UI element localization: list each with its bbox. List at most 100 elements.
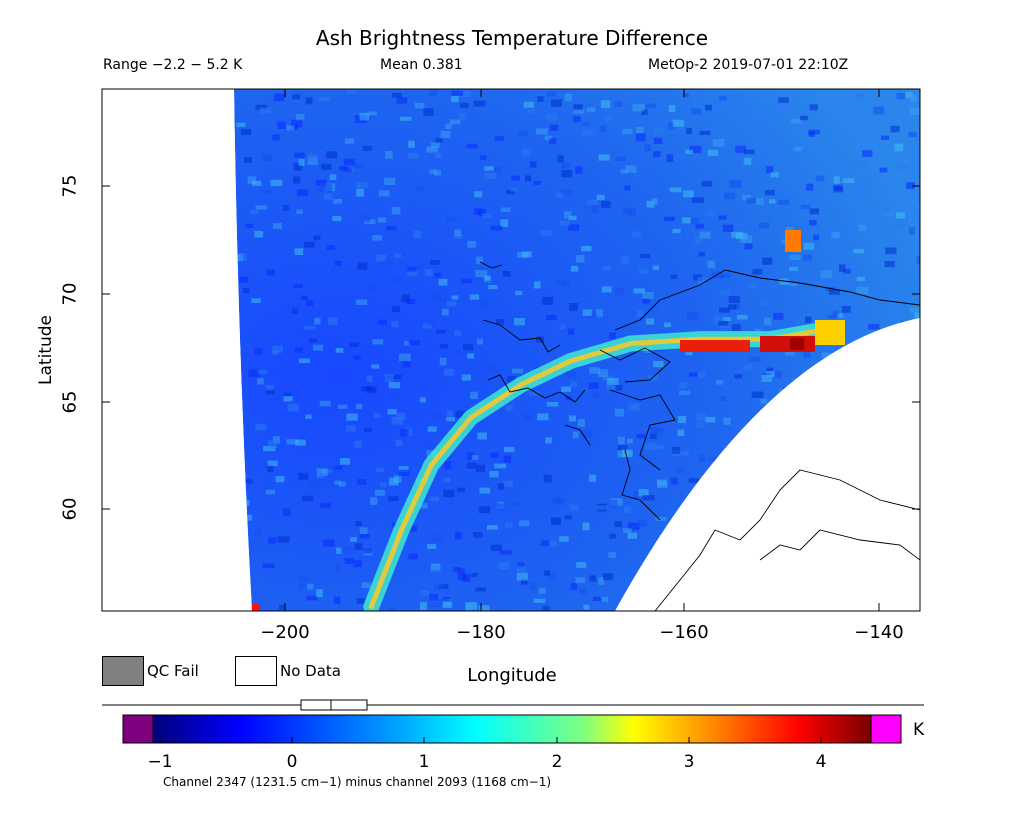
swath-pixel — [392, 92, 402, 98]
swath-pixel — [359, 112, 370, 121]
swath-pixel — [766, 367, 774, 373]
swath-pixel — [647, 375, 659, 381]
swath-pixel — [272, 436, 280, 444]
swath-pixel — [589, 575, 596, 582]
swath-pixel — [400, 428, 409, 437]
swath-pixel — [762, 257, 773, 265]
swath-pixel — [305, 97, 313, 105]
swath-pixel — [337, 404, 348, 409]
swath-pixel — [521, 251, 532, 258]
swath-pixel — [636, 126, 644, 133]
swath-pixel — [819, 289, 827, 294]
swath-pixel — [502, 480, 514, 487]
swath-pixel — [573, 104, 583, 112]
swath-pixel — [596, 505, 608, 510]
no-data-region-east — [615, 318, 920, 611]
swath-pixel — [396, 97, 408, 104]
swath-pixel — [587, 313, 597, 318]
swath-pixel — [457, 573, 467, 581]
swath-pixel — [561, 169, 573, 178]
swath-pixel — [346, 413, 358, 421]
swath-pixel — [833, 176, 840, 184]
swath-pixel — [670, 477, 678, 485]
swath-pixel — [495, 319, 504, 326]
swath-pixel — [454, 229, 462, 237]
swath-pixel — [370, 497, 378, 505]
swath-pixel — [363, 548, 373, 554]
swath-pixel — [361, 582, 371, 589]
swath-pixel — [332, 215, 342, 221]
swath-pixel — [638, 489, 649, 497]
swath-pixel — [262, 462, 269, 469]
swath-pixel — [437, 295, 447, 303]
swath-pixel — [589, 474, 596, 482]
swath-pixel — [352, 164, 365, 169]
swath-pixel — [271, 350, 279, 356]
swath-pixel — [443, 477, 451, 483]
swath-pixel — [408, 140, 415, 148]
swath-pixel — [668, 122, 675, 130]
swath-pixel — [294, 152, 305, 158]
swath-pixel — [537, 96, 544, 102]
swath-pixel — [712, 138, 725, 147]
swath-pixel — [400, 116, 412, 121]
swath-pixel — [354, 543, 363, 550]
swath-pixel — [262, 154, 273, 161]
swath-pixel — [398, 466, 409, 472]
swath-pixel — [604, 116, 614, 122]
swath-pixel — [478, 506, 491, 514]
swath-pixel — [657, 481, 668, 488]
swath-pixel — [425, 269, 433, 276]
swath-pixel — [384, 374, 394, 382]
swath-pixel — [881, 135, 890, 140]
swath-pixel — [315, 188, 324, 193]
swath-pixel — [785, 349, 795, 356]
swath-pixel — [606, 384, 615, 390]
y-axis-ticks — [102, 185, 920, 510]
swath-pixel — [319, 96, 330, 101]
swath-pixel — [378, 190, 390, 197]
swath-pixel — [705, 417, 716, 423]
swath-pixel — [592, 391, 600, 398]
swath-pixel — [443, 489, 455, 498]
swath-pixel — [446, 301, 457, 307]
swath-pixel — [678, 416, 686, 423]
swath-pixel — [440, 130, 451, 138]
swath-pixel — [287, 304, 300, 310]
swath-pixel — [622, 449, 633, 457]
swath-pixel — [666, 154, 674, 162]
swath-pixel — [778, 97, 789, 103]
swath-pixel — [253, 348, 263, 355]
swath-pixel — [896, 93, 905, 100]
swath-pixel — [885, 247, 897, 255]
swath-pixel — [598, 154, 610, 161]
swath-pixel — [316, 473, 324, 479]
swath-pixel — [633, 288, 645, 294]
swath-pixel — [548, 573, 555, 580]
swath-pixel — [454, 531, 462, 540]
swath-pixel — [305, 300, 314, 306]
swath-pixel — [728, 296, 740, 303]
swath-pixel — [473, 100, 486, 107]
swath-pixel — [542, 297, 554, 305]
swath-pixel — [236, 339, 245, 346]
swath-pixel — [287, 403, 299, 412]
swath-pixel — [366, 375, 373, 382]
swath-pixel — [419, 503, 428, 509]
colorbar-gradient — [152, 714, 872, 744]
swath-pixel — [691, 103, 701, 108]
swath-pixel — [423, 323, 433, 329]
range-slider-handle[interactable] — [300, 699, 368, 711]
swath-pixel — [319, 400, 331, 407]
swath-pixel — [511, 175, 520, 181]
swath-pixel — [255, 205, 267, 210]
swath-pixel — [826, 345, 834, 350]
swath-pixel — [646, 103, 656, 109]
swath-pixel — [575, 577, 586, 584]
swath-pixel — [313, 235, 321, 241]
swath-pixel — [521, 578, 528, 585]
swath-pixel — [493, 166, 502, 172]
swath-pixel — [623, 207, 632, 215]
swath-pixel — [728, 304, 737, 310]
swath-pixel — [355, 403, 363, 410]
